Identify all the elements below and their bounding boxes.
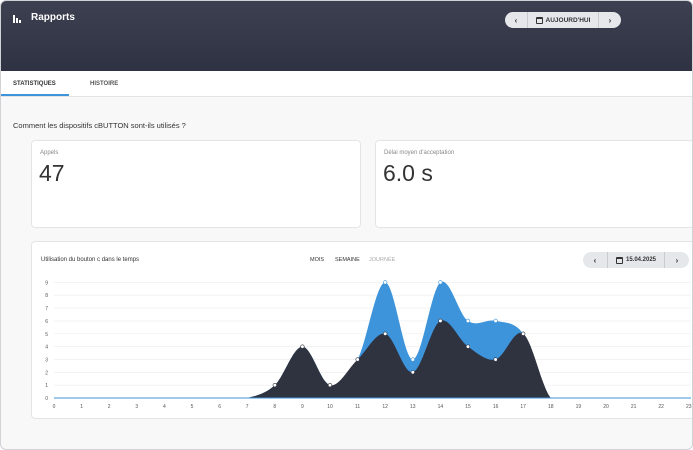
x-tick-label: 3 — [135, 404, 138, 410]
x-tick-label: 5 — [191, 404, 194, 410]
chart-date-navigator: ‹ 15.04.2025 › — [583, 252, 689, 268]
x-tick-label: 10 — [327, 404, 333, 410]
x-tick-label: 6 — [218, 404, 221, 410]
x-tick-label: 14 — [438, 404, 444, 410]
previous-button[interactable]: ‹ — [514, 15, 518, 25]
dark-series-point — [410, 370, 415, 375]
header-bar: Rapports ‹ AUJOURD'HUI › — [1, 1, 692, 71]
x-tick-label: 9 — [301, 404, 304, 410]
chart-date-button[interactable]: 15.04.2025 — [607, 252, 665, 268]
x-tick-label: 17 — [520, 404, 526, 410]
today-button[interactable]: AUJOURD'HUI — [527, 12, 599, 28]
x-tick-label: 1 — [80, 404, 83, 410]
period-week[interactable]: SEMAINE — [335, 257, 360, 263]
tab-bar: STATISTIQUES HISTOIRE — [1, 71, 692, 97]
x-tick-label: 2 — [108, 404, 111, 410]
calendar-icon — [535, 16, 543, 24]
bar-chart-icon — [13, 14, 22, 23]
blue-series-point — [465, 318, 471, 324]
tab-statistiques[interactable]: STATISTIQUES — [13, 81, 56, 87]
period-month[interactable]: MOIS — [310, 257, 325, 263]
dark-series-point — [438, 318, 443, 324]
tab-histoire[interactable]: HISTOIRE — [90, 81, 119, 87]
y-tick-label: 1 — [45, 383, 48, 389]
y-tick-label: 7 — [45, 306, 48, 312]
page-title: Rapports — [31, 12, 75, 23]
dark-series-point — [493, 357, 498, 362]
chart-previous-button[interactable]: ‹ — [593, 255, 597, 265]
dark-series-point — [465, 344, 471, 349]
acceptance-delay-value: 6.0 s — [383, 160, 433, 186]
y-tick-label: 8 — [45, 293, 48, 299]
calls-value: 47 — [39, 160, 65, 186]
y-tick-label: 2 — [45, 370, 48, 376]
x-tick-label: 22 — [658, 404, 664, 410]
calendar-icon — [615, 256, 623, 264]
x-tick-label: 12 — [382, 404, 388, 410]
section-question: Comment les dispositifs cBUTTON sont-ils… — [13, 121, 186, 130]
y-tick-label: 3 — [45, 357, 48, 363]
active-tab-indicator — [1, 94, 69, 96]
dark-series-point — [327, 383, 333, 388]
chart-date-label: 15.04.2025 — [625, 257, 657, 263]
calls-card: Appels 47 — [31, 140, 361, 228]
y-tick-label: 9 — [45, 280, 48, 286]
blue-series-point — [493, 318, 498, 324]
y-tick-label: 0 — [45, 396, 48, 402]
period-day[interactable]: JOURNÉE — [369, 257, 396, 263]
y-tick-label: 6 — [45, 319, 48, 325]
x-tick-label: 7 — [246, 404, 249, 410]
date-navigator: ‹ AUJOURD'HUI › — [505, 12, 621, 28]
y-tick-label: 4 — [45, 345, 48, 351]
dark-series-point — [300, 344, 305, 349]
x-tick-label: 19 — [576, 404, 582, 410]
x-tick-label: 4 — [163, 404, 166, 410]
next-button[interactable]: › — [608, 15, 612, 25]
chart-title: Utilisation du bouton c dans le temps — [41, 257, 140, 263]
x-tick-label: 13 — [410, 404, 416, 410]
x-tick-label: 11 — [355, 404, 360, 410]
blue-series-point — [383, 280, 388, 285]
calls-label: Appels — [40, 150, 59, 156]
acceptance-delay-card: Délai moyen d'acceptation 6.0 s — [375, 140, 692, 228]
acceptance-delay-label: Délai moyen d'acceptation — [384, 150, 455, 156]
dark-series-point — [272, 383, 277, 388]
x-tick-label: 20 — [603, 404, 609, 410]
dark-series-point — [355, 357, 360, 362]
chart-next-button[interactable]: › — [675, 255, 679, 265]
x-tick-label: 8 — [273, 404, 276, 410]
y-tick-label: 5 — [45, 332, 48, 338]
x-tick-label: 15 — [465, 404, 471, 410]
x-tick-label: 23 — [686, 404, 692, 410]
x-tick-label: 18 — [548, 404, 554, 410]
x-tick-label: 0 — [53, 404, 56, 410]
dark-series-point — [383, 331, 388, 336]
x-tick-label: 16 — [493, 404, 499, 410]
blue-series-point — [410, 357, 415, 362]
x-tick-label: 21 — [631, 404, 637, 410]
series-area-dark — [54, 320, 689, 398]
dark-series-point — [521, 331, 526, 336]
today-label: AUJOURD'HUI — [545, 16, 591, 24]
blue-series-point — [438, 280, 443, 285]
